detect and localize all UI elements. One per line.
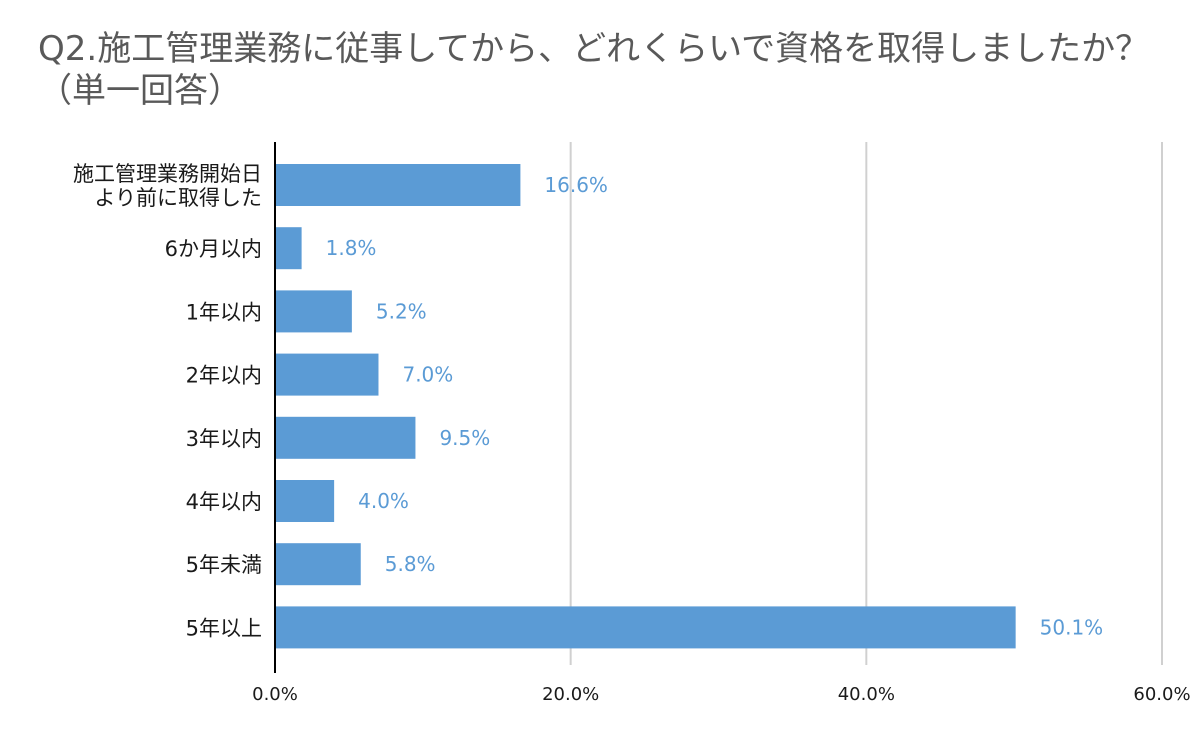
category-label: 4年以内 (186, 490, 262, 514)
category-label: 3年以内 (186, 427, 262, 451)
x-tick-label: 40.0% (838, 684, 895, 705)
value-label: 5.2% (376, 299, 427, 323)
x-tick-labels: 0.0% 20.0% 40.0% 60.0% (252, 684, 1190, 705)
value-label: 1.8% (326, 236, 377, 260)
category-label: 6か月以内 (165, 237, 262, 261)
chart-title: Q2.施工管理業務に従事してから、どれくらいで資格を取得しましたか？（単一回答） (38, 29, 1150, 111)
value-label: 16.6% (544, 173, 608, 197)
bar (275, 164, 521, 206)
x-tick-label: 60.0% (1133, 684, 1190, 705)
bar (275, 480, 335, 522)
category-label: 5年未満 (186, 553, 262, 577)
value-labels: 16.6% 1.8% 5.2% 7.0% 9.5% 4.0% 5.8% 50.1% (326, 173, 1104, 639)
bar (275, 290, 352, 333)
x-tick-label: 20.0% (542, 684, 599, 705)
category-label: 1年以内 (186, 300, 262, 324)
bar (275, 543, 361, 586)
category-label: 2年以内 (186, 364, 262, 388)
value-label: 50.1% (1040, 615, 1104, 639)
category-label: 5年以上 (186, 616, 262, 640)
value-label: 7.0% (402, 363, 453, 387)
category-label: 施工管理業務開始日 (73, 162, 262, 186)
value-label: 4.0% (358, 489, 409, 513)
value-label: 5.8% (385, 552, 436, 576)
value-label: 9.5% (439, 426, 490, 450)
bars (275, 164, 1016, 649)
bar (275, 416, 416, 459)
bar (275, 227, 302, 270)
category-label: より前に取得した (94, 186, 262, 210)
bar (275, 606, 1016, 649)
x-tick-label: 0.0% (252, 684, 298, 705)
gridlines (569, 142, 1163, 665)
bar (275, 353, 379, 396)
